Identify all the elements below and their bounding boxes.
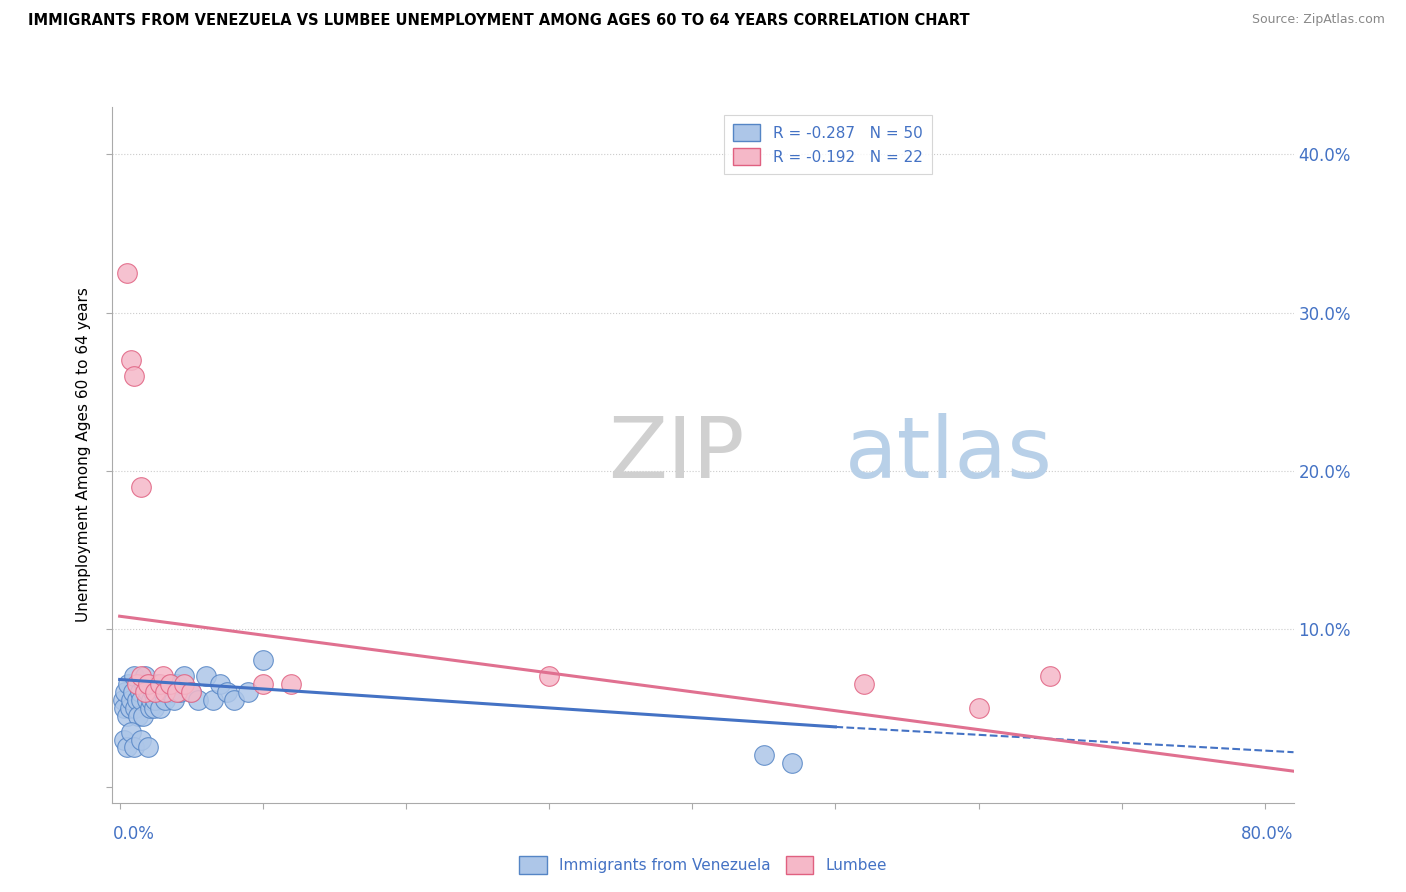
Point [120,724,142,739]
Point [280,677,302,691]
Point [136,677,159,691]
Point [136,685,159,699]
Point [152,669,174,683]
Point [201,693,224,707]
Point [129,693,152,707]
Point [138,701,160,715]
Point [118,701,141,715]
Point [125,677,148,691]
Point [131,708,153,723]
Point [115,266,138,280]
Point [125,693,148,707]
Point [111,693,134,707]
Point [124,701,146,715]
Point [145,685,167,699]
Legend: R = -0.287   N = 50, R = -0.192   N = 22: R = -0.287 N = 50, R = -0.192 N = 22 [724,115,932,175]
Point [252,653,274,667]
Point [967,701,990,715]
Point [145,693,167,707]
Point [1039,669,1062,683]
Point [129,479,152,493]
Text: 0.0%: 0.0% [112,825,155,843]
Point [782,756,804,771]
Point [120,353,142,368]
Point [155,685,177,699]
Point [127,708,149,723]
Point [129,732,152,747]
Point [166,677,188,691]
Point [132,677,155,691]
Text: atlas: atlas [845,413,1053,497]
Point [148,677,170,691]
Point [853,677,876,691]
Point [169,685,191,699]
Point [122,669,145,683]
Point [187,693,209,707]
Point [129,669,152,683]
Point [538,669,561,683]
Point [173,677,195,691]
Point [155,693,177,707]
Point [252,677,274,691]
Y-axis label: Unemployment Among Ages 60 to 64 years: Unemployment Among Ages 60 to 64 years [76,287,91,623]
Text: Source: ZipAtlas.com: Source: ZipAtlas.com [1251,13,1385,27]
Text: IMMIGRANTS FROM VENEZUELA VS LUMBEE UNEMPLOYMENT AMONG AGES 60 TO 64 YEARS CORRE: IMMIGRANTS FROM VENEZUELA VS LUMBEE UNEM… [28,13,970,29]
Point [143,701,166,715]
Point [117,677,139,691]
Point [139,693,162,707]
Point [149,677,172,691]
Point [122,740,145,755]
Point [149,701,172,715]
Point [135,693,157,707]
Point [134,669,156,683]
Point [173,669,195,683]
Point [120,693,142,707]
Point [112,701,135,715]
Point [115,708,138,723]
Text: 80.0%: 80.0% [1241,825,1294,843]
Point [238,685,260,699]
Point [180,685,202,699]
Point [142,685,165,699]
Text: ZIP: ZIP [609,413,745,497]
Point [122,368,145,383]
Point [115,740,138,755]
Point [134,685,156,699]
Point [180,685,202,699]
Point [752,748,775,763]
Point [194,669,217,683]
Point [112,732,135,747]
Point [215,685,238,699]
Legend: Immigrants from Venezuela, Lumbee: Immigrants from Venezuela, Lumbee [513,850,893,880]
Point [159,677,181,691]
Point [159,685,181,699]
Point [208,677,231,691]
Point [128,685,150,699]
Point [163,693,186,707]
Point [166,685,188,699]
Point [152,685,174,699]
Point [121,685,143,699]
Point [136,740,159,755]
Point [224,693,246,707]
Point [114,685,136,699]
